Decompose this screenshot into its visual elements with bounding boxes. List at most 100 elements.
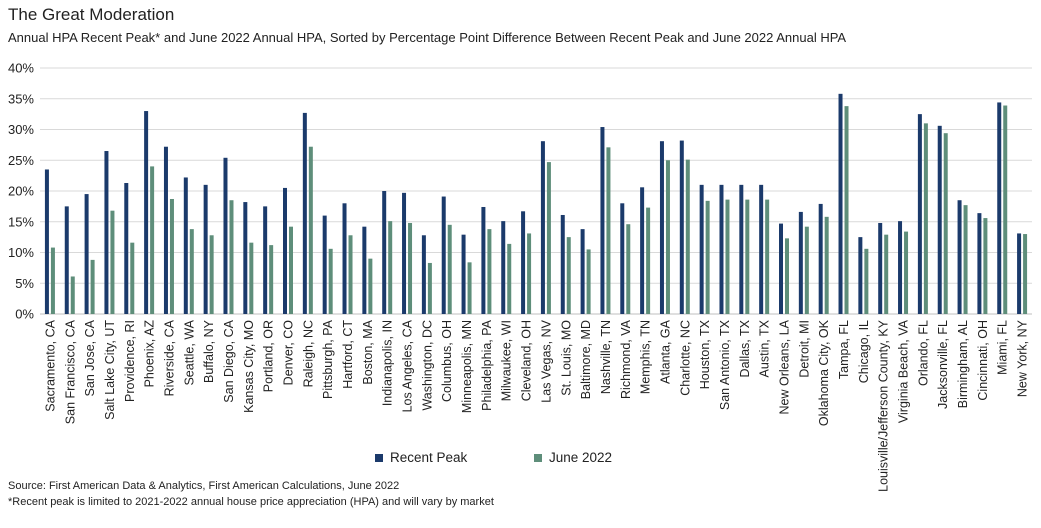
x-tick-label: Minneapolis, MN [460, 320, 474, 413]
june-2022-bar [507, 243, 512, 314]
june-2022-bar [606, 147, 611, 314]
recent-peak-bar [283, 187, 287, 314]
june-2022-bar [725, 199, 730, 314]
x-tick-label: Los Angeles, CA [401, 319, 415, 412]
chart-legend: Recent Peak June 2022 [0, 450, 1041, 470]
recent-peak-bar [719, 184, 724, 314]
x-tick-label: Philadelphia, PA [480, 319, 494, 410]
recent-peak-bar [957, 200, 962, 314]
june-2022-bar [626, 224, 631, 314]
june-2022-bar [685, 159, 690, 314]
recent-peak-bar [461, 234, 466, 314]
recent-peak-bar [163, 146, 168, 314]
recent-peak-bar [124, 183, 129, 314]
recent-peak-bar [640, 187, 645, 314]
june-2022-bar [308, 146, 313, 314]
june-2022-bar [943, 133, 948, 314]
x-tick-label: San Francisco, CA [63, 319, 77, 424]
recent-peak-bar [620, 203, 625, 314]
x-tick-label: Kansas City, MO [242, 320, 256, 413]
x-tick-label: Atlanta, GA [658, 319, 672, 384]
june-2022-bar [923, 123, 928, 314]
june-2022-bar [150, 166, 155, 314]
june-2022-bar [884, 234, 889, 314]
x-tick-label: Miami, FL [996, 320, 1010, 375]
june-2022-bar [189, 229, 194, 314]
legend-label-june-2022: June 2022 [549, 450, 613, 465]
y-tick-label: 15% [8, 214, 34, 229]
y-tick-label: 5% [15, 276, 34, 291]
chart-title: The Great Moderation [8, 5, 175, 24]
recent-peak-bar [779, 223, 783, 314]
recent-peak-bar [243, 202, 248, 314]
recent-peak-bar [937, 125, 942, 314]
x-tick-label: Salt Lake City, UT [103, 320, 117, 420]
june-2022-bar [328, 248, 333, 314]
june-2022-bar [130, 242, 135, 314]
june-2022-bar [527, 233, 532, 314]
peak-note: *Recent peak is limited to 2021-2022 ann… [8, 496, 494, 508]
june-2022-bar [289, 226, 293, 314]
y-tick-label: 35% [8, 91, 34, 106]
june-2022-bar [229, 200, 234, 314]
x-tick-label: Portland, OR [262, 320, 276, 392]
june-2022-bar [566, 237, 571, 314]
recent-peak-bar [501, 221, 506, 314]
y-tick-label: 0% [15, 307, 34, 322]
y-tick-label: 40% [8, 61, 34, 76]
legend-label-recent-peak: Recent Peak [390, 450, 468, 465]
x-tick-label: St. Louis, MO [559, 320, 573, 396]
june-2022-bar [844, 106, 849, 314]
june-2022-bar [705, 200, 710, 314]
x-tick-label: Richmond, VA [619, 319, 633, 399]
june-2022-bar [785, 238, 789, 314]
x-tick-label: Seattle, WA [182, 319, 196, 385]
june-2022-bar [249, 242, 254, 314]
recent-peak-bar [759, 184, 764, 314]
source-note: Source: First American Data & Analytics,… [8, 480, 400, 492]
x-tick-label: New Orleans, LA [778, 319, 792, 414]
footnotes: Source: First American Data & Analytics,… [8, 478, 494, 510]
june-2022-bar [646, 207, 651, 314]
x-tick-label: Boston, MA [361, 319, 375, 384]
x-tick-label: Memphis, TN [639, 320, 653, 394]
june-2022-bar [864, 248, 869, 314]
x-tick-label: Las Vegas, NV [539, 319, 553, 402]
recent-peak-bar [481, 206, 486, 314]
recent-peak-bar [64, 206, 69, 314]
june-2022-bar [983, 218, 988, 314]
x-tick-label: Orlando, FL [916, 320, 930, 386]
chart-subtitle: Annual HPA Recent Peak* and June 2022 An… [8, 30, 847, 45]
x-tick-label: San Diego, CA [222, 319, 236, 402]
x-tick-label: Baltimore, MD [579, 320, 593, 399]
legend-item-recent-peak: Recent Peak [375, 450, 467, 465]
x-tick-label: Chicago, IL [857, 320, 871, 383]
x-tick-label: Riverside, CA [162, 319, 176, 396]
recent-peak-bar [878, 222, 883, 314]
x-tick-label: Sacramento, CA [43, 319, 57, 411]
x-tick-label: Charlotte, NC [678, 320, 692, 396]
june-2022-bar [467, 262, 472, 314]
june-2022-bar [487, 229, 492, 314]
x-tick-label: Nashville, TN [599, 320, 613, 394]
june-2022-bar [745, 199, 750, 314]
june-2022-bar [169, 198, 174, 314]
x-tick-label: Columbus, OH [440, 320, 454, 402]
recent-peak-bar [699, 184, 704, 314]
x-tick-label: Tampa, FL [837, 320, 851, 379]
x-tick-label: Denver, CO [282, 320, 296, 386]
recent-peak-bar [977, 213, 982, 314]
recent-peak-bar [104, 151, 109, 314]
x-tick-label: Washington, DC [420, 320, 434, 411]
recent-peak-bar [540, 141, 545, 314]
recent-peak-bar [600, 127, 605, 314]
june-2022-bar [447, 224, 452, 314]
recent-peak-bar [739, 184, 744, 314]
recent-peak-bar [362, 226, 367, 314]
recent-peak-bar [302, 112, 307, 315]
y-tick-label: 10% [8, 245, 34, 260]
recent-peak-bar [263, 206, 268, 314]
recent-peak-bar [679, 140, 684, 314]
recent-peak-bar [223, 157, 228, 314]
